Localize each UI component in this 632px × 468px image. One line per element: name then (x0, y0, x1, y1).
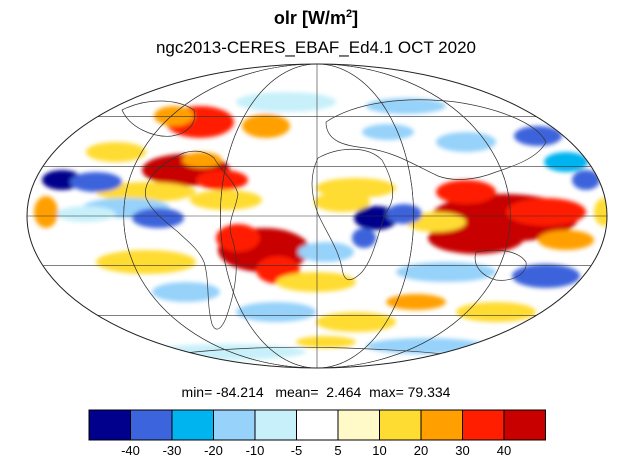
anomaly-patch (386, 204, 422, 224)
anomaly-patch (512, 264, 580, 288)
anomaly-field (34, 92, 607, 360)
colorbar-swatch (420, 409, 463, 441)
anomaly-patch (314, 192, 370, 212)
anomaly-patch (132, 208, 184, 228)
anomaly-patch (436, 132, 496, 152)
colorbar-tick-label: -20 (204, 443, 223, 458)
colorbar-tick-label: 10 (372, 443, 387, 458)
anomaly-patch (236, 302, 316, 322)
anomaly-patch (182, 152, 222, 168)
min-label: min= (181, 384, 213, 400)
mean-label: mean= (275, 384, 319, 400)
statistics-line: min= -84.214 mean= 2.464 max= 79.334 (0, 384, 632, 400)
min-value: -84.214 (216, 384, 264, 400)
units-exponent: 2 (345, 8, 353, 20)
anomaly-patch (216, 224, 260, 252)
anomaly-patch (56, 206, 116, 222)
anomaly-patch (506, 198, 586, 226)
anomaly-patch (456, 302, 536, 322)
anomaly-patch (296, 336, 356, 348)
mean-value: 2.464 (326, 384, 362, 400)
anomaly-patch (396, 262, 496, 282)
colorbar-swatch (296, 409, 339, 441)
anomaly-patch (96, 250, 196, 274)
anomaly-patch (544, 152, 588, 172)
anomaly-patch (242, 114, 290, 138)
colorbar-swatch (337, 409, 380, 441)
anomaly-patch (190, 190, 262, 210)
anomaly-patch (34, 196, 58, 228)
colorbar-swatch (130, 409, 173, 441)
anomaly-patch (538, 230, 594, 250)
colorbar-tick-label: -30 (162, 443, 182, 458)
longitude-line (220, 64, 414, 368)
anomaly-patch (96, 182, 196, 202)
colorbar-tick-label: -40 (121, 443, 140, 458)
colorbar-swatch (171, 409, 214, 441)
variable-name: olr (273, 8, 297, 28)
anomaly-patch (594, 198, 607, 226)
anomaly-patch (152, 282, 220, 302)
colorbar-swatch (88, 409, 131, 441)
colorbar-tick-label: -5 (290, 443, 303, 458)
colorbar-tick-label: 40 (496, 443, 512, 458)
anomaly-patch (352, 228, 376, 248)
colorbar-swatch (254, 409, 297, 441)
colorbar-swatch (503, 409, 546, 441)
anomaly-patch (386, 294, 446, 310)
chart-title: olr [W/m2] (0, 8, 632, 29)
globe-outline (26, 63, 608, 369)
anomaly-patch (362, 124, 414, 140)
max-label: max= (369, 384, 404, 400)
anomaly-patch (154, 106, 194, 126)
anomaly-patch (196, 170, 248, 190)
anomaly-patch (436, 180, 496, 204)
anomaly-patch (514, 126, 562, 146)
colorbar-tick-label: 30 (455, 443, 470, 458)
chart-subtitle: ngc2013-CERES_EBAF_Ed4.1 OCT 2020 (155, 38, 477, 57)
anomaly-patch (572, 170, 600, 190)
longitude-line (123, 64, 511, 368)
colorbar-swatch (462, 409, 505, 441)
colorbar-swatch (213, 409, 256, 441)
anomaly-patch (316, 312, 396, 332)
colorbar (88, 409, 546, 441)
mollweide-map (26, 63, 608, 369)
colorbar-tick-label: -10 (245, 443, 265, 458)
anomaly-patch (86, 142, 146, 162)
anomaly-patch (236, 92, 336, 112)
anomaly-patch (298, 242, 354, 262)
units-suffix: ] (352, 8, 359, 28)
anomaly-patch (70, 172, 122, 192)
graticule (27, 64, 607, 368)
colorbar-tick-label: 20 (413, 443, 429, 458)
units-prefix: [W/m (301, 8, 346, 28)
max-value: 79.334 (407, 384, 451, 400)
colorbar-tick-label: 5 (334, 443, 342, 458)
anomaly-patch (276, 272, 356, 292)
colorbar-swatch (379, 409, 422, 441)
